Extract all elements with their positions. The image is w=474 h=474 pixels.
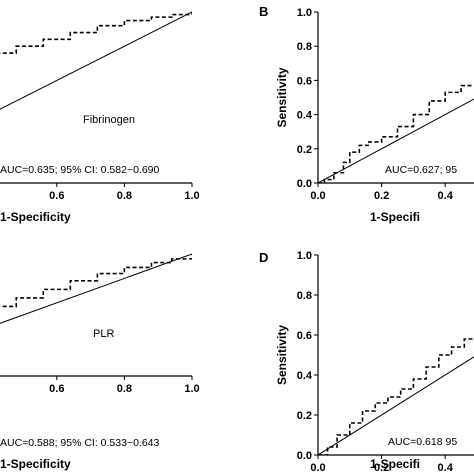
x-tick-label: 0.4 (438, 190, 454, 202)
y-axis-title: Sensitivity (275, 67, 289, 127)
roc-curve (0, 12, 192, 54)
x-tick-label: 0.0 (310, 462, 325, 474)
y-tick-label: 0.4 (297, 110, 313, 122)
panel-letter: B (259, 4, 268, 19)
roc-panel-b: 0.00.20.400.00.20.40.60.81.0SensitivityA… (259, 4, 474, 224)
y-tick-label: 0.4 (297, 370, 313, 382)
auc-annotation: AUC=0.588; 95% CI: 0.533~0.643 (0, 437, 160, 449)
roc-curve (318, 84, 474, 183)
plot-area (318, 338, 474, 455)
y-axis-title: Sensitivity (275, 325, 289, 385)
auc-annotation: AUC=0.635; 95% CI: 0.582~0.690 (0, 164, 160, 176)
y-tick-label: 0.6 (297, 330, 312, 342)
x-axis-title: 1-Specifi (370, 210, 420, 224)
plot-area (0, 253, 192, 324)
roc-panel-d: 0.00.20.400.00.20.40.60.81.0SensitivityA… (259, 250, 474, 474)
plot-area (0, 11, 192, 110)
y-tick-label: 1.0 (297, 7, 312, 19)
y-tick-label: 0.2 (297, 144, 312, 156)
x-tick-label: 0.8 (117, 190, 132, 202)
x-tick-label: 0.2 (374, 190, 389, 202)
plot-area (318, 84, 474, 183)
x-axis-title: 1-Specificity (0, 457, 71, 471)
roc-curve (318, 338, 474, 455)
y-tick-label: 0.8 (297, 41, 312, 53)
reference-line (318, 356, 474, 455)
auc-annotation: AUC=0.627; 95 (385, 164, 457, 176)
y-tick-label: 0.0 (297, 178, 312, 190)
x-tick-label: 0.2 (374, 462, 389, 474)
curve-name-label: Fibrinogen (83, 114, 135, 126)
auc-annotation: AUC=0.618 95 (388, 436, 457, 448)
x-tick-label: 0.8 (117, 383, 132, 395)
y-tick-label: 1.0 (297, 250, 312, 262)
reference-line (318, 98, 474, 183)
x-tick-label: 0.6 (49, 190, 64, 202)
panel-letter: D (259, 250, 268, 265)
curve-name-label: PLR (93, 328, 114, 340)
x-tick-label: 1.0 (184, 383, 199, 395)
x-tick-label: 1.0 (184, 190, 199, 202)
x-axis-title: 1-Specificity (0, 210, 71, 224)
reference-line (0, 253, 192, 324)
y-tick-label: 0.8 (297, 290, 312, 302)
reference-line (0, 11, 192, 110)
y-tick-label: 0.0 (297, 450, 312, 462)
x-tick-label: 0.0 (310, 190, 325, 202)
y-tick-label: 0.6 (297, 75, 312, 87)
x-tick-label: 0.4 (438, 462, 454, 474)
roc-curve (0, 254, 192, 308)
y-tick-label: 0.2 (297, 410, 312, 422)
x-axis-title: 1-Specifi (370, 457, 420, 471)
x-tick-label: 0.6 (49, 383, 64, 395)
